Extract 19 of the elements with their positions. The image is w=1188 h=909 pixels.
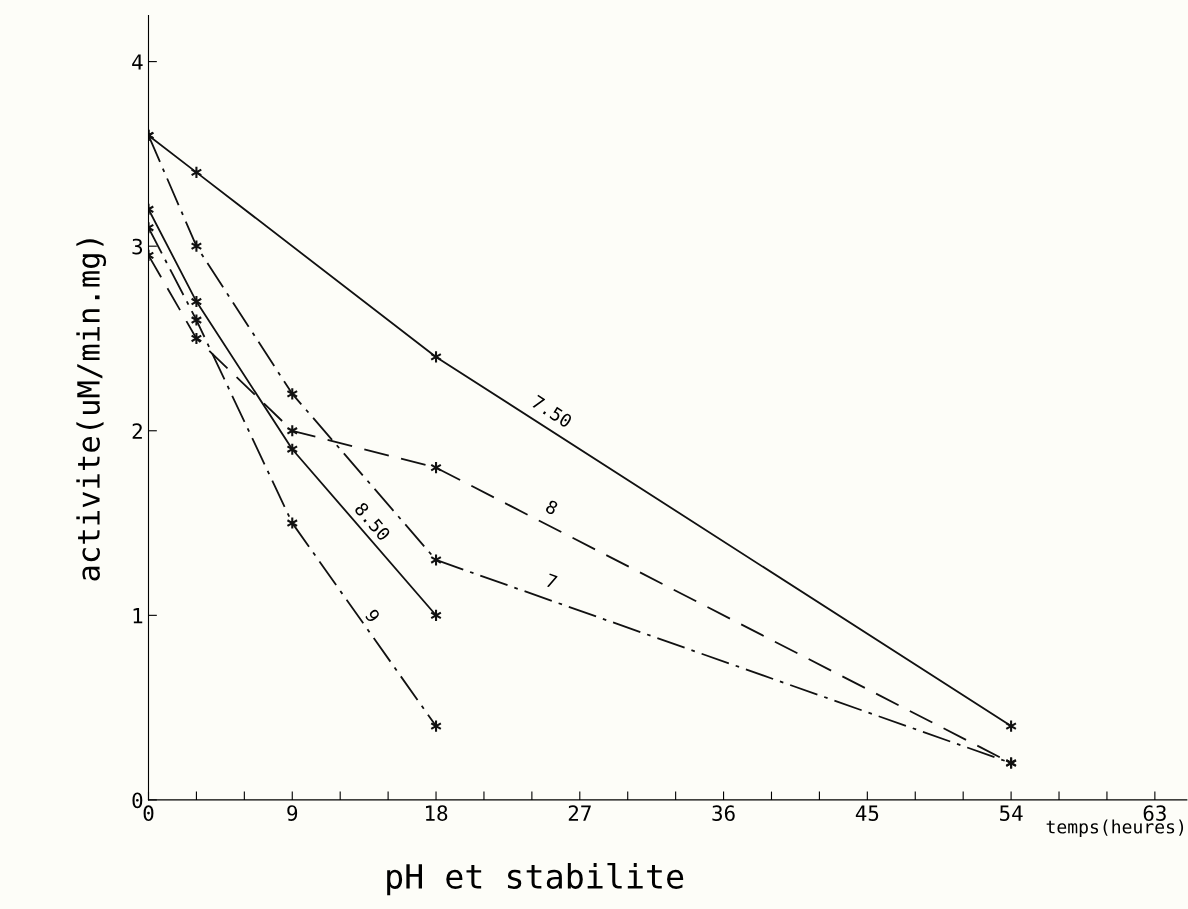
text: pH et stabilite xyxy=(387,862,684,896)
x-tick-label: 9 xyxy=(287,805,298,822)
text: 9 xyxy=(364,608,381,624)
x-tick-label: 27 xyxy=(568,805,591,821)
x-axis-title: temps(heures) xyxy=(1046,819,1184,838)
x-tick-label: 54 xyxy=(1000,805,1023,822)
text: 8 xyxy=(544,499,559,516)
x-tick-label: 45 xyxy=(855,805,879,822)
y-tick-label: 3 xyxy=(132,238,143,255)
x-tick-label: 63 xyxy=(1143,805,1166,822)
y-axis-title: activite(uM/min.mg) xyxy=(76,239,107,581)
y-tick-label: 2 xyxy=(132,423,142,439)
y-tick-label: 0 xyxy=(132,792,143,809)
x-tick-label: 18 xyxy=(425,805,448,822)
y-tick-label: 4 xyxy=(132,54,143,70)
x-tick-label: 0 xyxy=(143,805,154,822)
y-tick-label: 1 xyxy=(133,608,143,624)
text: 7 xyxy=(545,573,558,589)
x-tick-label: 36 xyxy=(712,805,735,822)
